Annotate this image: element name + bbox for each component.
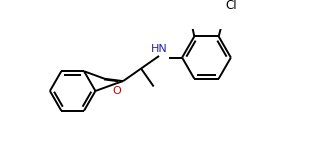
Text: Cl: Cl [225,0,237,12]
Text: HN: HN [151,44,167,54]
Text: O: O [112,86,121,96]
